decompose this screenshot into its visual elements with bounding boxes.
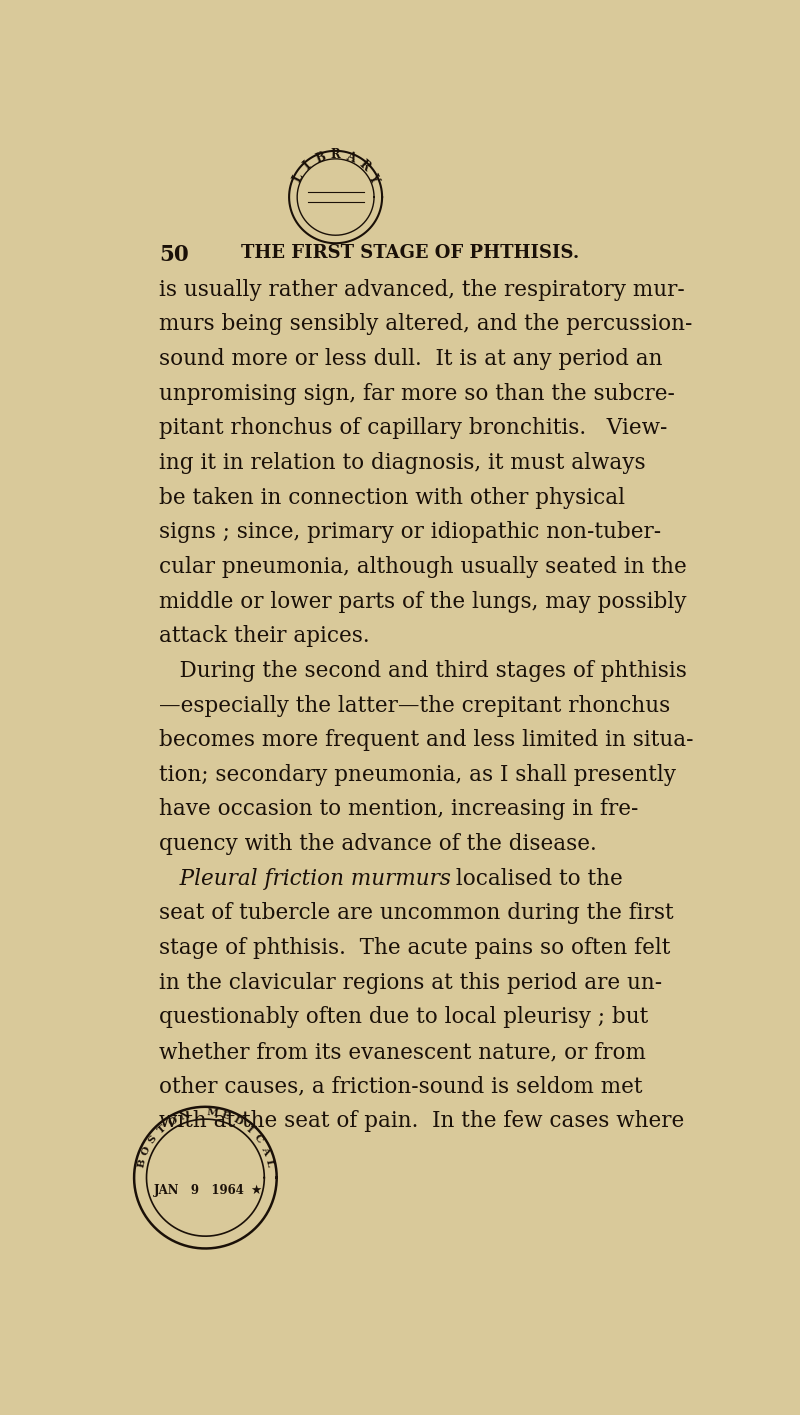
- Text: questionably often due to local pleurisy ; but: questionably often due to local pleurisy…: [159, 1006, 648, 1029]
- Text: THE FIRST STAGE OF PHTHISIS.: THE FIRST STAGE OF PHTHISIS.: [241, 243, 579, 262]
- Text: other causes, a friction-sound is seldom met: other causes, a friction-sound is seldom…: [159, 1075, 642, 1098]
- Text: signs ; since, primary or idiopathic non-tuber-: signs ; since, primary or idiopathic non…: [159, 521, 661, 543]
- Text: —especially the latter—the crepitant rhonchus: —especially the latter—the crepitant rho…: [159, 695, 670, 716]
- Text: localised to the: localised to the: [450, 867, 623, 890]
- Text: JAN   9   1964: JAN 9 1964: [154, 1184, 245, 1197]
- Text: pitant rhonchus of capillary bronchitis.   View-: pitant rhonchus of capillary bronchitis.…: [159, 417, 667, 439]
- Text: unpromising sign, far more so than the subcre-: unpromising sign, far more so than the s…: [159, 382, 674, 405]
- Text: D: D: [231, 1115, 244, 1128]
- Text: L: L: [264, 1159, 274, 1169]
- Text: cular pneumonia, although usually seated in the: cular pneumonia, although usually seated…: [159, 556, 686, 577]
- Text: M: M: [206, 1108, 218, 1118]
- Text: stage of phthisis.  The acute pains so often felt: stage of phthisis. The acute pains so of…: [159, 937, 670, 959]
- Text: I: I: [301, 158, 314, 173]
- Text: O: O: [167, 1115, 179, 1128]
- Text: R: R: [356, 157, 372, 174]
- Text: be taken in connection with other physical: be taken in connection with other physic…: [159, 487, 625, 508]
- Text: I: I: [244, 1125, 254, 1135]
- Text: A: A: [344, 150, 358, 166]
- Text: whether from its evanescent nature, or from: whether from its evanescent nature, or f…: [159, 1041, 646, 1063]
- Text: Pleural friction murmurs: Pleural friction murmurs: [159, 867, 450, 890]
- Text: B: B: [137, 1159, 147, 1169]
- Text: in the clavicular regions at this period are un-: in the clavicular regions at this period…: [159, 972, 662, 993]
- Text: middle or lower parts of the lungs, may possibly: middle or lower parts of the lungs, may …: [159, 590, 686, 613]
- Text: During the second and third stages of phthisis: During the second and third stages of ph…: [159, 659, 686, 682]
- Text: with at the seat of pain.  In the few cases where: with at the seat of pain. In the few cas…: [159, 1111, 684, 1132]
- Text: attack their apices.: attack their apices.: [159, 625, 370, 647]
- Text: Y: Y: [366, 171, 381, 184]
- Text: sound more or less dull.  It is at any period an: sound more or less dull. It is at any pe…: [159, 348, 662, 371]
- Text: seat of tubercle are uncommon during the first: seat of tubercle are uncommon during the…: [159, 903, 674, 924]
- Text: L: L: [290, 171, 306, 184]
- Text: S: S: [147, 1133, 159, 1145]
- Text: C: C: [252, 1133, 264, 1145]
- Text: T: T: [156, 1124, 168, 1135]
- Text: B: B: [314, 150, 327, 166]
- Text: is usually rather advanced, the respiratory mur-: is usually rather advanced, the respirat…: [159, 279, 685, 301]
- Text: 50: 50: [159, 243, 189, 266]
- Text: ing it in relation to diagnosis, it must always: ing it in relation to diagnosis, it must…: [159, 451, 646, 474]
- Text: ★: ★: [250, 1184, 262, 1197]
- Text: murs being sensibly altered, and the percussion-: murs being sensibly altered, and the per…: [159, 313, 692, 335]
- Text: tion; secondary pneumonia, as I shall presently: tion; secondary pneumonia, as I shall pr…: [159, 764, 676, 785]
- Text: N: N: [179, 1111, 191, 1122]
- Text: have occasion to mention, increasing in fre-: have occasion to mention, increasing in …: [159, 798, 638, 821]
- Text: A: A: [259, 1145, 270, 1156]
- Text: O: O: [140, 1145, 152, 1157]
- Text: quency with the advance of the disease.: quency with the advance of the disease.: [159, 833, 597, 855]
- Text: becomes more frequent and less limited in situa-: becomes more frequent and less limited i…: [159, 729, 694, 751]
- Text: R: R: [330, 149, 341, 161]
- Text: E: E: [220, 1111, 230, 1122]
